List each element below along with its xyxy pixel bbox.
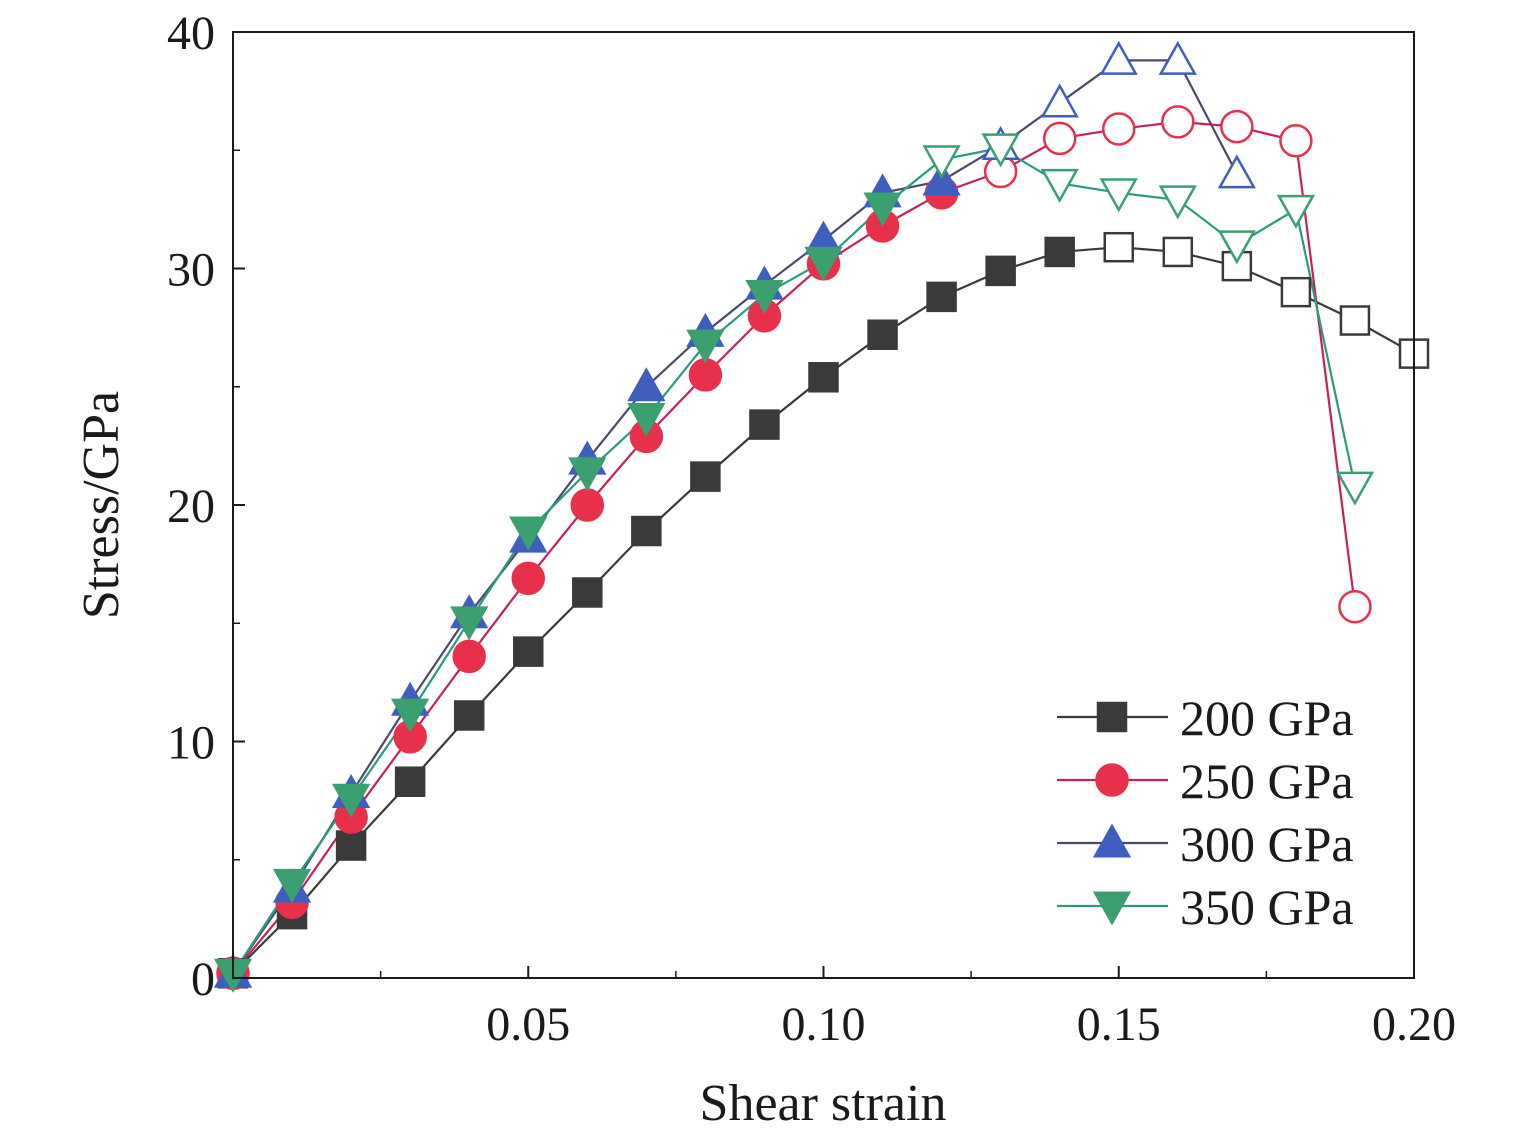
data-point-250-gpa xyxy=(511,561,545,596)
data-point-250-gpa xyxy=(1161,105,1195,139)
data-point-200-gpa xyxy=(1280,276,1312,308)
data-point-200-gpa xyxy=(1103,231,1134,263)
data-point-250-gpa xyxy=(1102,112,1136,146)
y-tick-label: 0 xyxy=(191,953,215,1006)
data-point-200-gpa xyxy=(867,319,898,350)
data-point-350-gpa xyxy=(391,698,430,733)
x-tick-label: 0.15 xyxy=(1077,998,1161,1051)
x-axis-label: Shear strain xyxy=(700,1075,947,1132)
y-tick-label: 40 xyxy=(167,7,215,60)
y-axis-label: Stress/GPa xyxy=(73,391,130,619)
data-point-200-gpa xyxy=(749,409,780,440)
legend-marker-200-gpa xyxy=(1096,701,1128,733)
y-tick-label: 20 xyxy=(167,480,215,533)
data-point-350-gpa xyxy=(1099,178,1138,213)
data-point-350-gpa xyxy=(1158,185,1197,220)
data-point-350-gpa xyxy=(568,457,607,492)
data-point-250-gpa xyxy=(1279,124,1313,158)
legend-marker-300-gpa xyxy=(1092,823,1132,858)
data-point-350-gpa xyxy=(272,868,312,903)
data-point-200-gpa xyxy=(1221,250,1253,282)
series-line-300-gpa xyxy=(232,59,1238,974)
data-point-350-gpa xyxy=(509,516,548,551)
data-point-350-gpa xyxy=(863,192,902,227)
data-point-200-gpa xyxy=(690,461,721,492)
data-point-200-gpa xyxy=(631,515,662,547)
data-point-200-gpa xyxy=(453,700,485,731)
data-point-250-gpa xyxy=(1220,109,1254,144)
data-point-350-gpa xyxy=(1276,194,1316,229)
data-point-350-gpa xyxy=(1040,168,1079,203)
data-point-250-gpa xyxy=(452,639,486,674)
data-point-300-gpa xyxy=(627,367,666,402)
x-tick-label: 0.20 xyxy=(1372,998,1456,1051)
data-point-250-gpa xyxy=(1338,589,1372,624)
legend-marker-350-gpa xyxy=(1092,891,1132,926)
data-point-350-gpa xyxy=(981,133,1020,168)
legend-label-300-gpa: 300 GPa xyxy=(1180,816,1354,872)
legend-label-350-gpa: 350 GPa xyxy=(1180,879,1354,935)
data-point-300-gpa xyxy=(1217,154,1256,189)
data-point-300-gpa xyxy=(1040,83,1079,118)
x-tick-label: 0.10 xyxy=(782,998,866,1051)
data-point-350-gpa xyxy=(804,246,843,281)
data-point-200-gpa xyxy=(394,766,426,797)
data-point-200-gpa xyxy=(572,577,603,608)
data-point-250-gpa xyxy=(688,358,723,392)
data-point-350-gpa xyxy=(627,402,666,438)
data-point-200-gpa xyxy=(335,830,367,861)
data-point-200-gpa xyxy=(1162,236,1194,268)
data-point-350-gpa xyxy=(1217,230,1256,265)
data-point-350-gpa xyxy=(450,606,489,641)
plot-layer xyxy=(213,40,1430,993)
data-point-200-gpa xyxy=(1339,305,1371,336)
data-point-200-gpa xyxy=(926,281,957,313)
data-point-300-gpa xyxy=(1099,40,1138,75)
data-point-350-gpa xyxy=(686,329,725,364)
legend-label-200-gpa: 200 GPa xyxy=(1180,690,1354,746)
data-point-200-gpa xyxy=(513,636,544,667)
data-point-350-gpa xyxy=(1335,471,1375,506)
data-point-200-gpa xyxy=(1044,236,1075,268)
legend: 200 GPa 250 GPa 300 GPa 350 GPa xyxy=(1057,690,1354,935)
data-point-250-gpa xyxy=(570,488,605,522)
legend-label-250-gpa: 250 GPa xyxy=(1180,753,1354,809)
data-point-350-gpa xyxy=(922,145,961,180)
axis-layer: 0.05 0.10 0.15 0.20 0 10 20 30 40 xyxy=(167,7,1456,1051)
data-point-350-gpa xyxy=(331,783,371,818)
data-point-300-gpa xyxy=(1158,40,1197,75)
y-tick-label: 30 xyxy=(167,244,215,297)
data-point-200-gpa xyxy=(808,362,839,393)
x-tick-label: 0.05 xyxy=(486,998,570,1051)
data-point-350-gpa xyxy=(745,280,784,315)
legend-marker-250-gpa xyxy=(1095,763,1129,797)
y-tick-label: 10 xyxy=(167,717,215,770)
data-point-200-gpa xyxy=(985,255,1016,287)
data-point-250-gpa xyxy=(1042,121,1077,156)
